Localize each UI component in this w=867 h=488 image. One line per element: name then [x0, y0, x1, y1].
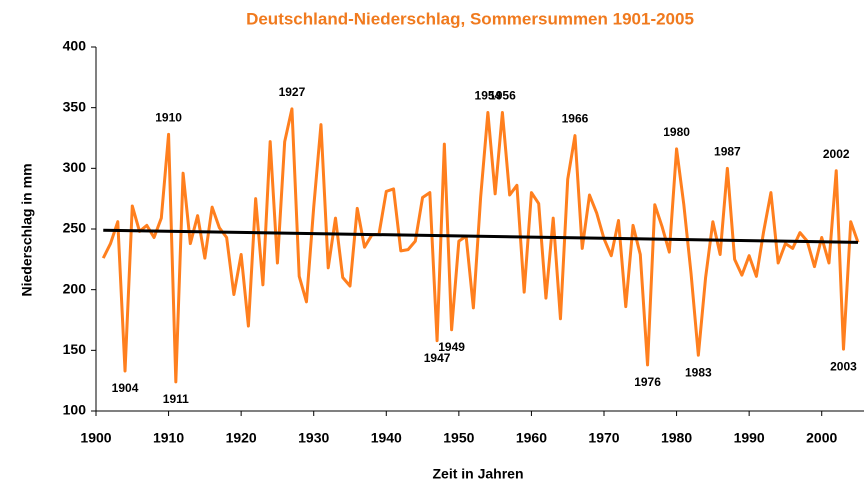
annotation: 1966	[562, 112, 589, 126]
annotation: 2003	[830, 359, 857, 373]
annotation: 1904	[112, 381, 139, 395]
annotation: 1976	[634, 375, 661, 389]
annotation: 1910	[155, 111, 182, 125]
y-tick-label: 300	[63, 159, 87, 175]
x-tick-label: 2000	[806, 430, 837, 446]
x-tick-label: 1960	[516, 430, 547, 446]
x-tick-label: 1970	[588, 430, 619, 446]
y-tick-label: 150	[63, 341, 87, 357]
y-axis-label: Niederschlag in mm	[19, 163, 35, 296]
y-tick-label: 100	[63, 402, 87, 418]
x-tick-label: 1950	[443, 430, 474, 446]
annotation: 1987	[714, 145, 741, 159]
trend-line	[103, 228, 859, 244]
annotation: 1954	[475, 89, 502, 103]
annotation: 1947	[424, 351, 451, 365]
chart-title: Deutschland-Niederschlag, Sommersummen 1…	[246, 9, 694, 28]
annotation: 2002	[823, 147, 850, 161]
x-tick-label: 1990	[734, 430, 765, 446]
annotation: 1911	[163, 392, 189, 406]
x-tick-label: 1920	[226, 430, 257, 446]
x-tick-label: 1900	[80, 430, 111, 446]
x-axis-label: Zeit in Jahren	[432, 466, 523, 482]
y-tick-label: 200	[63, 280, 87, 296]
annotation: 1927	[279, 85, 306, 99]
x-tick-label: 1930	[298, 430, 329, 446]
data-line	[101, 107, 860, 384]
y-tick-label: 250	[63, 220, 87, 236]
y-tick-label: 400	[63, 38, 87, 54]
annotation: 1949	[438, 340, 465, 354]
annotation: 1980	[663, 125, 690, 139]
x-tick-label: 1910	[153, 430, 184, 446]
annotation: 1956	[489, 89, 516, 103]
annotation: 1983	[685, 365, 712, 379]
x-tick-label: 1940	[371, 430, 402, 446]
x-tick-label: 1980	[661, 430, 692, 446]
y-tick-label: 350	[63, 98, 87, 114]
